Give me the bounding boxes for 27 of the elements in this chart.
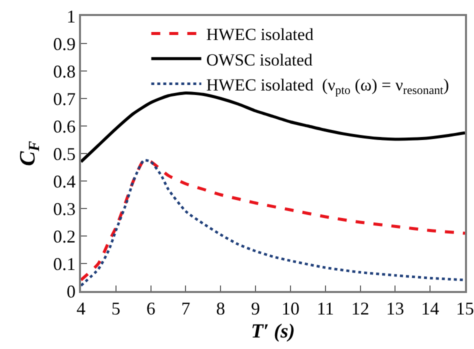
x-tick-label: 11 xyxy=(316,298,334,318)
y-tick-label: 0.4 xyxy=(53,171,76,192)
x-tick-label: 5 xyxy=(111,298,120,318)
y-tick-label: 0.8 xyxy=(53,61,76,82)
x-tick-label: 14 xyxy=(421,298,440,318)
x-axis-title: T′ (s) xyxy=(251,320,295,342)
legend-label: OWSC isolated xyxy=(206,50,314,70)
x-tick-label: 10 xyxy=(281,298,300,318)
y-tick-label: 1 xyxy=(66,6,76,26)
y-tick-label: 0.5 xyxy=(53,144,76,164)
y-tick-label: 0.7 xyxy=(53,88,76,109)
legend-label: HWEC isolated xyxy=(206,25,314,44)
x-tick-label: 12 xyxy=(351,298,370,318)
x-tick-label: 8 xyxy=(216,298,226,318)
y-tick-label: 0 xyxy=(66,281,76,302)
x-tick-label: 15 xyxy=(456,298,474,318)
x-tick-label: 4 xyxy=(76,298,86,318)
x-tick-label: 7 xyxy=(181,298,190,318)
x-tick-label: 13 xyxy=(386,298,404,318)
x-tick-label: 9 xyxy=(251,298,260,318)
x-tick-label: 6 xyxy=(146,298,156,318)
y-tick-label: 0.1 xyxy=(53,254,76,274)
y-tick-label: 0.3 xyxy=(53,198,76,219)
y-tick-label: 0.2 xyxy=(53,226,76,246)
legend-label: HWEC isolated (ν$_{pto}$ (ω) = ν$_{resonant}$) xyxy=(206,75,450,97)
y-tick-label: 0.6 xyxy=(53,116,76,136)
y-tick-label: 0.9 xyxy=(53,34,76,54)
